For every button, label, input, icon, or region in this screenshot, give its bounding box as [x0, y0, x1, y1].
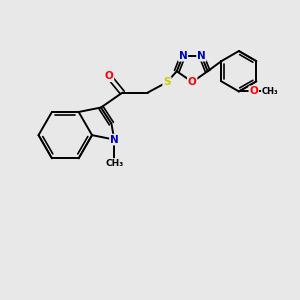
Text: O: O: [188, 77, 197, 87]
Text: N: N: [178, 51, 187, 61]
Text: N: N: [110, 135, 119, 145]
Text: S: S: [163, 77, 171, 87]
Text: N: N: [197, 51, 206, 61]
Text: O: O: [249, 86, 258, 97]
Text: CH₃: CH₃: [262, 87, 278, 96]
Text: CH₃: CH₃: [105, 159, 124, 168]
Text: O: O: [105, 71, 113, 81]
